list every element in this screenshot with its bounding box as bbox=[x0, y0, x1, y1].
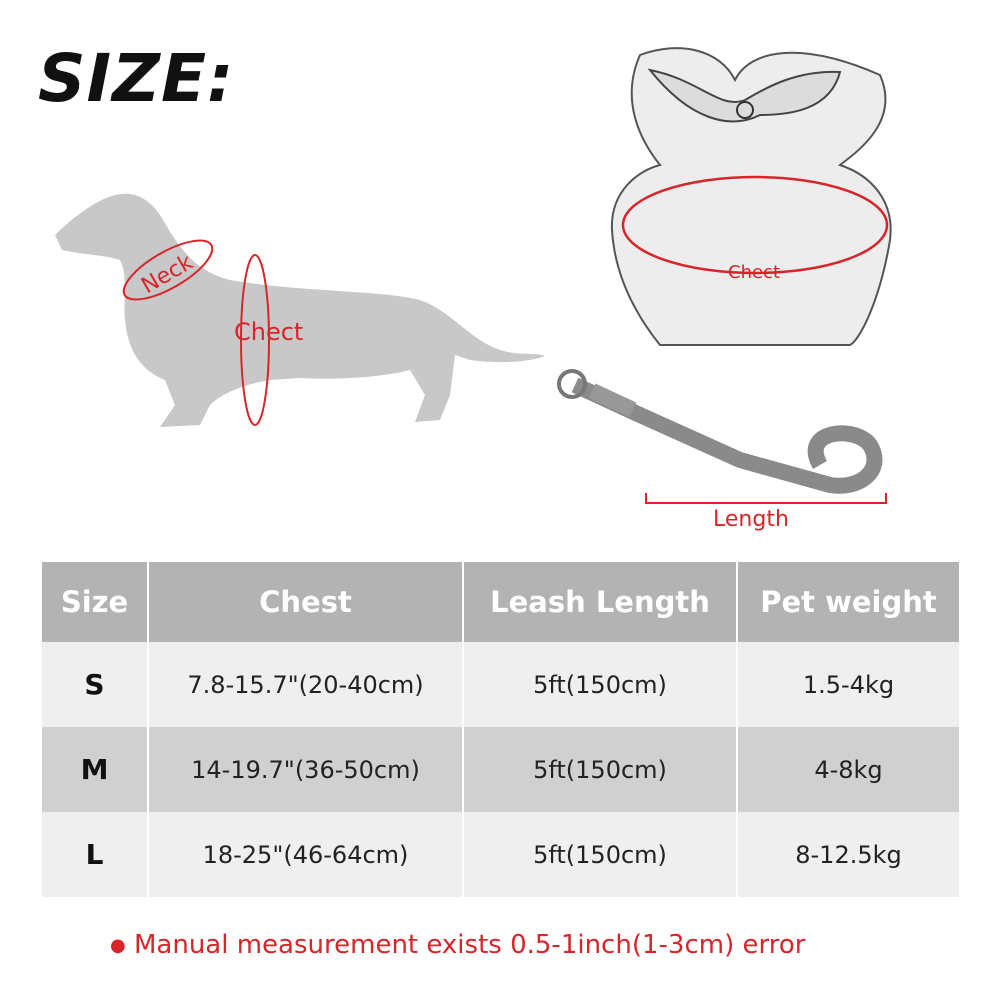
table-row: L 18-25"(46-64cm) 5ft(150cm) 8-12.5kg bbox=[42, 812, 961, 897]
size-cell: S bbox=[42, 642, 149, 727]
bullet-icon: ● bbox=[110, 935, 126, 956]
size-cell: L bbox=[42, 812, 149, 897]
header-leash-length: Leash Length bbox=[463, 562, 738, 642]
harness-chest-label: Chect bbox=[728, 262, 781, 283]
page-title: SIZE: bbox=[38, 40, 235, 117]
header-size: Size bbox=[42, 562, 149, 642]
chest-cell: 7.8-15.7"(20-40cm) bbox=[148, 642, 464, 727]
harness-illustration bbox=[610, 47, 892, 346]
table-header: Size Chest Leash Length Pet weight bbox=[42, 562, 961, 642]
note-text: Manual measurement exists 0.5-1inch(1-3c… bbox=[133, 930, 806, 960]
dog-measure-lines bbox=[122, 239, 270, 426]
chest-cell: 14-19.7"(36-50cm) bbox=[148, 727, 464, 812]
leash-cell: 5ft(150cm) bbox=[463, 812, 738, 897]
size-cell: M bbox=[42, 727, 149, 812]
table-row: S 7.8-15.7"(20-40cm) 5ft(150cm) 1.5-4kg bbox=[42, 642, 961, 727]
dog-silhouette bbox=[55, 193, 545, 427]
length-label: Length bbox=[713, 507, 789, 532]
weight-cell: 4-8kg bbox=[737, 727, 961, 812]
leash-cell: 5ft(150cm) bbox=[463, 727, 738, 812]
chest-cell: 18-25"(46-64cm) bbox=[148, 812, 464, 897]
size-table: Size Chest Leash Length Pet weight S 7.8… bbox=[42, 562, 961, 897]
leash-cell: 5ft(150cm) bbox=[463, 642, 738, 727]
header-pet-weight: Pet weight bbox=[737, 562, 961, 642]
header-chest: Chest bbox=[148, 562, 464, 642]
weight-cell: 8-12.5kg bbox=[737, 812, 961, 897]
dog-chest-label: Chect bbox=[234, 318, 304, 346]
illustration bbox=[55, 47, 892, 504]
leash-illustration bbox=[557, 369, 887, 504]
table-row: M 14-19.7"(36-50cm) 5ft(150cm) 4-8kg bbox=[42, 727, 961, 812]
measurement-note: ● Manual measurement exists 0.5-1inch(1-… bbox=[110, 930, 805, 960]
weight-cell: 1.5-4kg bbox=[737, 642, 961, 727]
